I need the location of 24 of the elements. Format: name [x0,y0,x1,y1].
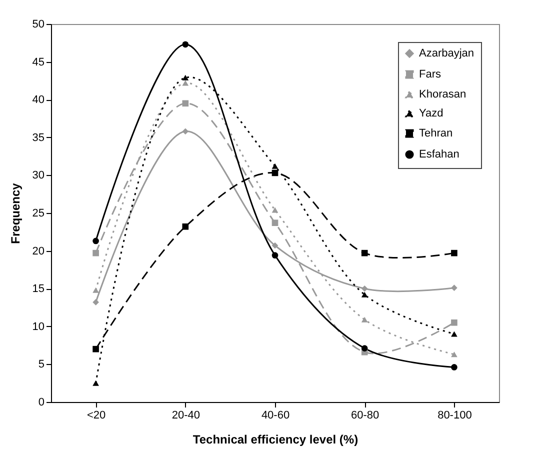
x-tick-label: 60-80 [351,410,380,422]
legend-label: Khorasan [419,88,466,100]
x-tick-label: 40-60 [261,410,290,422]
y-tick-label: 0 [38,396,44,408]
y-tick-label: 20 [32,245,44,258]
x-tick-label: 20-40 [172,410,200,422]
y-tick-label: 5 [38,358,44,371]
legend-label: Esfahan [419,148,460,160]
x-axis-title: Technical efficiency level (%) [192,432,358,446]
y-tick-label: 45 [32,56,44,68]
legend-label: Yazd [419,108,444,120]
y-tick-label: 30 [32,170,44,182]
y-axis-title: Frequency [8,182,22,244]
y-tick-label: 25 [32,208,44,220]
legend-label: Tehran [419,128,453,140]
x-tick-label: <20 [86,410,106,422]
y-tick-label: 50 [32,18,44,30]
legend-label: Fars [419,68,442,80]
legend-label: Azarbayjan [419,48,474,60]
y-tick-label: 10 [32,320,44,333]
y-tick-label: 15 [32,283,44,296]
x-tick-label: 80-100 [438,410,472,422]
y-tick-label: 40 [32,94,44,106]
y-tick-label: 35 [32,132,44,144]
